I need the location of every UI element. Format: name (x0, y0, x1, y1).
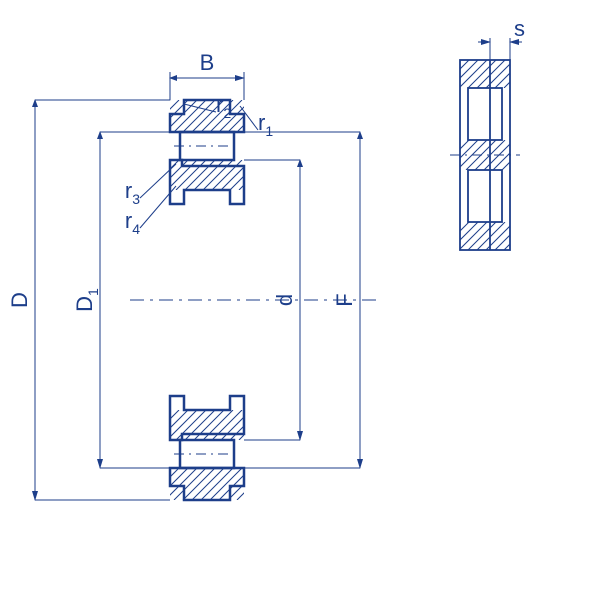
radius-label: r1 (258, 110, 273, 139)
radius-label: r2 (216, 92, 231, 121)
svg-text:B: B (200, 50, 215, 75)
radius-label: r3 (125, 178, 140, 207)
svg-text:s: s (514, 16, 525, 41)
svg-text:F: F (332, 293, 357, 306)
svg-text:D: D (7, 292, 32, 308)
bearing-diagram: B D D1 d Fr1 r2 r3r4 s (0, 0, 600, 600)
radius-label: r4 (125, 208, 140, 237)
svg-text:D1: D1 (72, 288, 101, 312)
svg-text:d: d (272, 294, 297, 306)
